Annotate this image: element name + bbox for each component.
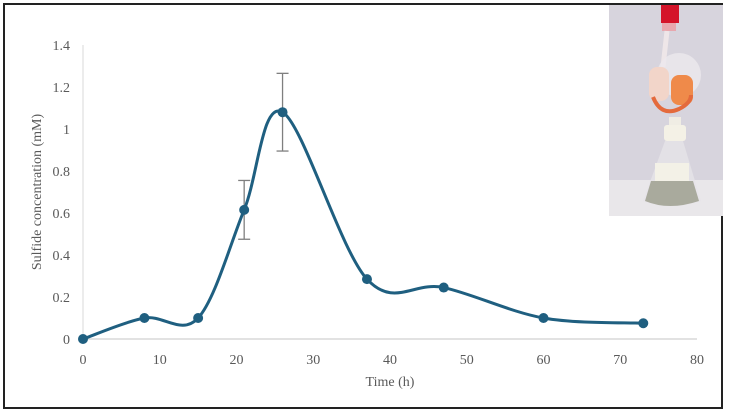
x-tick-label: 70 (613, 353, 627, 368)
y-tick-label: 0.2 (53, 291, 71, 306)
data-point (239, 204, 250, 215)
x-tick-label: 60 (537, 353, 551, 368)
y-tick-label: 1 (63, 123, 70, 138)
inset-photo (609, 5, 723, 216)
x-tick-label: 30 (306, 353, 320, 368)
x-tick-label: 50 (460, 353, 474, 368)
y-axis-title: Sulfide concentration (mM) (30, 114, 45, 271)
data-point (538, 313, 549, 323)
y-tick-label: 0.6 (53, 207, 71, 222)
data-point (277, 107, 288, 118)
x-tick-label: 10 (153, 353, 167, 368)
x-tick-label: 0 (80, 353, 87, 368)
x-axis-title: Time (h) (366, 375, 415, 390)
flask-illustration (609, 5, 723, 216)
data-point (361, 274, 372, 285)
data-point (638, 318, 649, 329)
x-tick-label: 20 (230, 353, 244, 368)
axes (82, 45, 697, 340)
data-point (139, 313, 150, 323)
data-line (82, 109, 644, 341)
y-tick-label: 1.2 (53, 81, 71, 96)
data-point (78, 334, 88, 344)
x-tick-label: 40 (383, 353, 397, 368)
data-point (438, 282, 449, 293)
tick-labels: 0 10 20 30 40 50 60 70 80 0 0.2 0.4 0.6 0.8 1 1.2 1.4 (53, 39, 705, 368)
y-tick-label: 0.8 (53, 165, 71, 180)
data-markers (78, 107, 649, 344)
x-tick-label: 80 (690, 353, 704, 368)
chart-frame (3, 3, 723, 409)
y-tick-label: 0 (63, 333, 70, 348)
y-tick-label: 1.4 (53, 39, 71, 54)
data-point (193, 313, 204, 323)
y-tick-label: 0.4 (53, 249, 71, 264)
